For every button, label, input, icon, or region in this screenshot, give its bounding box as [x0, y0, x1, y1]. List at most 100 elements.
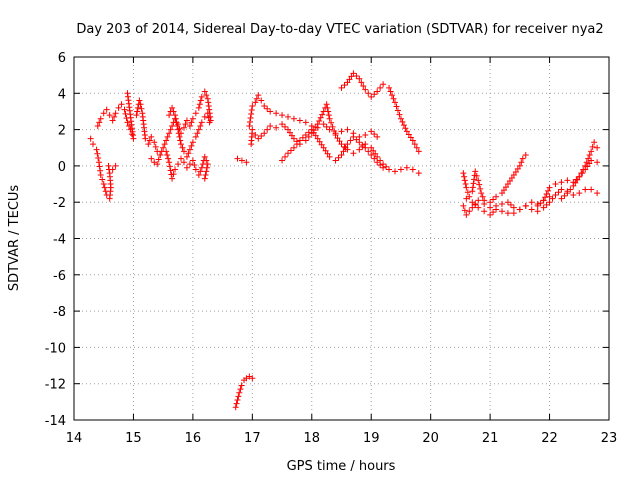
data-point: [235, 393, 242, 400]
data-point: [203, 168, 210, 175]
data-point: [558, 195, 565, 202]
data-point: [331, 127, 338, 134]
data-point: [334, 135, 341, 142]
data-point: [174, 122, 181, 129]
data-point: [377, 84, 384, 91]
data-point: [267, 122, 274, 129]
data-point: [528, 206, 535, 213]
x-tick-label: 22: [541, 431, 558, 446]
data-point: [397, 166, 404, 173]
data-point: [371, 155, 378, 162]
data-point: [146, 137, 153, 144]
data-point: [287, 147, 294, 154]
data-point: [540, 204, 547, 211]
data-point: [314, 121, 321, 128]
data-point: [324, 150, 331, 157]
data-point: [172, 112, 179, 119]
data-point: [264, 126, 271, 133]
data-point: [317, 114, 324, 121]
data-point: [195, 104, 202, 111]
data-point: [460, 170, 467, 177]
data-point: [542, 194, 549, 201]
data-point: [166, 130, 173, 137]
data-point: [582, 166, 589, 173]
data-point: [203, 92, 210, 99]
data-point: [178, 155, 184, 162]
data-point: [194, 130, 201, 137]
data-point: [136, 97, 143, 104]
data-point: [103, 106, 110, 113]
data-point: [273, 110, 280, 117]
x-tick-label: 16: [185, 431, 202, 446]
data-point: [137, 101, 144, 108]
data-point: [148, 133, 155, 140]
data-point: [461, 173, 468, 180]
data-point: [249, 126, 256, 133]
data-point: [258, 132, 265, 139]
data-point: [510, 210, 517, 217]
data-point: [151, 139, 158, 146]
data-point: [165, 155, 172, 162]
data-point: [478, 190, 485, 197]
data-point: [584, 163, 591, 170]
data-point: [466, 208, 473, 215]
data-point: [112, 162, 119, 169]
data-point: [312, 132, 319, 139]
data-point: [463, 184, 470, 191]
data-point: [504, 199, 511, 206]
data-point: [175, 130, 182, 137]
data-point: [409, 137, 416, 144]
data-point: [522, 152, 529, 159]
data-point: [400, 122, 407, 129]
data-point: [394, 107, 401, 114]
data-point: [362, 132, 369, 139]
data-point: [564, 177, 571, 184]
data-point: [261, 130, 268, 137]
data-point: [386, 166, 393, 173]
data-point: [338, 152, 345, 159]
data-point: [106, 170, 113, 177]
data-point: [279, 112, 286, 119]
data-point: [368, 152, 375, 159]
data-point: [374, 88, 381, 95]
data-point: [338, 141, 345, 148]
data-point: [359, 142, 366, 149]
data-point: [191, 161, 198, 168]
series-track-a: [87, 135, 119, 202]
data-point: [358, 79, 365, 86]
data-point: [471, 176, 478, 183]
data-point: [341, 143, 348, 150]
data-point: [183, 153, 190, 160]
data-point: [368, 93, 375, 100]
data-point: [182, 121, 189, 128]
data-point: [516, 162, 523, 169]
data-point: [253, 95, 260, 102]
data-point: [499, 201, 505, 208]
series-track-b: [94, 90, 137, 142]
data-point: [246, 122, 253, 129]
data-point: [206, 119, 213, 126]
data-point: [549, 195, 556, 202]
data-point: [164, 152, 171, 159]
data-point: [285, 126, 291, 133]
data-point: [508, 175, 515, 181]
chart-title: Day 203 of 2014, Sidereal Day-to-day VTE…: [76, 22, 603, 37]
data-point: [320, 121, 327, 128]
data-point: [232, 404, 239, 411]
data-point: [236, 389, 243, 396]
data-point: [314, 135, 321, 142]
data-point: [407, 134, 414, 141]
data-point: [201, 175, 208, 182]
data-point: [415, 148, 422, 155]
data-point: [112, 110, 119, 117]
data-point: [372, 150, 379, 157]
series-track-g: [232, 373, 256, 411]
data-point: [170, 171, 177, 178]
data-point: [365, 148, 372, 155]
data-point: [476, 181, 483, 188]
data-point: [558, 186, 565, 193]
data-point: [319, 111, 326, 118]
data-point: [323, 101, 330, 108]
y-tick-label: -10: [45, 341, 66, 356]
data-point: [356, 139, 363, 146]
